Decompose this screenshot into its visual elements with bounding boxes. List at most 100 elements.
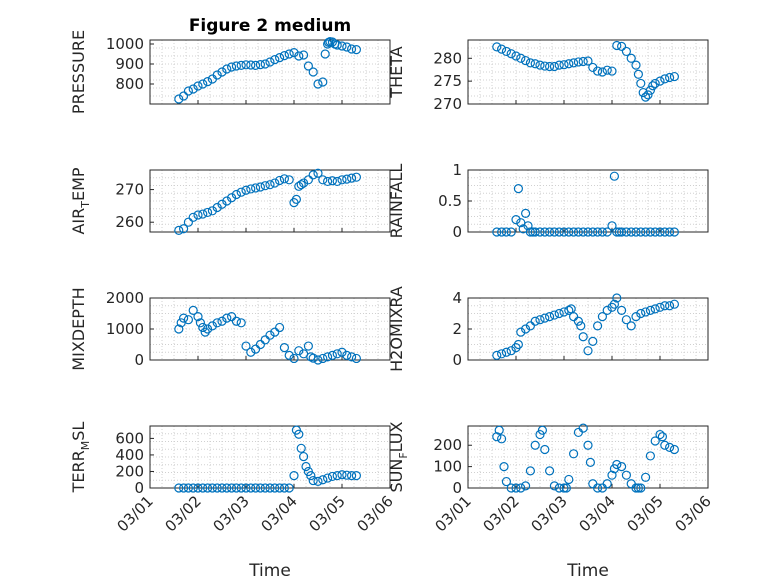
data-point	[650, 304, 660, 314]
data-point	[492, 42, 502, 52]
data-point	[318, 175, 328, 185]
data-point	[568, 312, 579, 322]
data-point	[497, 349, 507, 359]
data-point	[621, 315, 632, 325]
data-point	[612, 40, 622, 51]
data-point	[592, 66, 603, 76]
data-point	[347, 44, 357, 54]
data-point	[203, 76, 213, 87]
data-point	[540, 444, 550, 455]
data-point	[645, 85, 656, 95]
data-point	[227, 62, 237, 72]
data-point	[626, 321, 636, 331]
axes-frame	[467, 39, 709, 105]
data-point	[351, 44, 361, 55]
y-tick-label: 260	[115, 213, 144, 231]
data-point	[544, 227, 555, 237]
data-point	[540, 61, 550, 71]
y-tick-label: 270	[433, 95, 462, 113]
data-point	[616, 462, 627, 472]
y-tick-label: 270	[115, 181, 144, 199]
data-point	[643, 90, 653, 100]
y-axis-label: SUNFLUX	[387, 421, 410, 492]
y-axis-label: MIXDEPTH	[69, 287, 88, 370]
data-point	[351, 172, 361, 182]
data-point	[291, 194, 301, 204]
y-tick-label: 0.5	[438, 192, 462, 210]
subplot-8: 0 100 200 03/01 03/02 03/03 03/04 03/05 03/06 SUN…	[387, 421, 715, 581]
data-point	[255, 59, 265, 70]
data-point	[655, 227, 665, 237]
data-point	[544, 466, 555, 476]
x-tick-label: 03/04	[258, 492, 301, 535]
y-axis-label: AIRTEMP	[69, 167, 92, 234]
y-tick-label: 600	[115, 429, 144, 447]
data-point	[631, 483, 641, 493]
data-point	[535, 227, 545, 237]
x-tick-label: 03/01	[114, 492, 157, 535]
data-point	[174, 225, 184, 235]
data-point	[669, 227, 680, 237]
data-point	[607, 66, 617, 76]
y-tick-label: 200	[433, 436, 462, 454]
x-tick-label: 03/06	[672, 492, 715, 535]
data-point	[633, 69, 644, 79]
data-point	[351, 471, 361, 481]
data-point	[506, 227, 516, 237]
data-point	[559, 483, 569, 493]
data-point	[636, 227, 646, 237]
data-point	[525, 466, 536, 476]
data-point	[217, 67, 227, 77]
data-point	[246, 483, 256, 493]
data-point	[588, 227, 598, 237]
data-point	[260, 335, 270, 345]
data-point	[525, 58, 536, 68]
data-point	[308, 170, 318, 180]
data-point	[506, 483, 516, 493]
data-point	[636, 483, 646, 493]
data-point	[207, 321, 217, 331]
y-tick-label: 0	[134, 479, 144, 497]
data-point	[227, 312, 237, 322]
data-point	[520, 208, 531, 218]
data-point	[318, 353, 328, 364]
data-point	[525, 227, 536, 237]
y-tick-label: 4	[452, 289, 462, 307]
data-point	[516, 53, 526, 63]
data-point	[645, 451, 656, 461]
data-point	[320, 49, 330, 59]
data-point	[631, 60, 641, 70]
data-point	[655, 429, 665, 440]
data-point	[212, 483, 222, 493]
y-tick-label: 0	[452, 223, 462, 241]
y-tick-label: 280	[433, 49, 462, 67]
data-point	[597, 227, 608, 237]
subplot-6: 0 2 4 H2OMIXRA	[387, 286, 709, 372]
subplot-4: 0 0.5 1 RAINFALL	[387, 161, 709, 241]
data-point	[270, 327, 280, 337]
data-point	[200, 327, 210, 337]
axes-frame	[467, 425, 709, 489]
data-point	[554, 227, 564, 237]
data-point	[554, 308, 564, 319]
data-point	[573, 316, 584, 326]
data-point	[179, 224, 189, 234]
data-point	[583, 346, 593, 356]
data-point	[265, 483, 275, 493]
data-point	[327, 37, 337, 47]
y-tick-label: 1	[452, 161, 462, 179]
data-point	[217, 316, 227, 326]
data-point	[499, 462, 509, 472]
data-point	[578, 56, 588, 67]
data-point	[323, 473, 333, 483]
y-tick-label: 275	[433, 72, 462, 90]
data-point	[203, 207, 213, 218]
data-point	[626, 227, 636, 237]
data-point	[198, 483, 208, 493]
data-point	[501, 227, 511, 237]
data-point	[669, 444, 680, 455]
data-point	[246, 347, 256, 357]
x-axis-label: Time	[566, 561, 609, 581]
